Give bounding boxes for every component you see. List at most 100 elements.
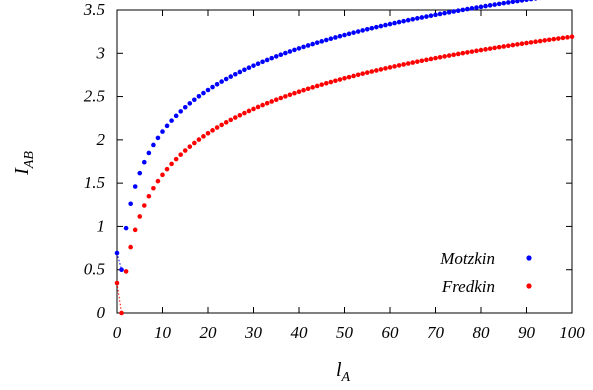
data-point xyxy=(233,115,238,120)
data-point xyxy=(210,128,215,133)
data-point xyxy=(301,87,306,93)
data-point xyxy=(214,81,220,87)
data-point xyxy=(187,101,193,106)
data-point xyxy=(119,267,124,273)
data-point xyxy=(237,69,243,75)
data-point xyxy=(460,7,466,13)
data-point xyxy=(364,26,370,32)
data-point xyxy=(419,15,425,20)
legend-label-motzkin: Motzkin xyxy=(439,249,495,268)
data-point xyxy=(478,47,484,53)
data-point xyxy=(264,100,270,106)
data-point xyxy=(301,44,306,50)
data-point xyxy=(355,29,361,34)
series-layer xyxy=(114,0,575,316)
data-point xyxy=(160,172,165,178)
data-point xyxy=(465,50,470,55)
data-point xyxy=(451,52,457,58)
data-point xyxy=(192,97,197,103)
data-point xyxy=(501,0,507,6)
data-point xyxy=(524,40,529,46)
data-point xyxy=(146,150,152,156)
data-point xyxy=(519,41,525,47)
data-point xyxy=(442,10,447,16)
data-point xyxy=(132,184,138,189)
data-point xyxy=(506,43,511,49)
data-point xyxy=(378,23,384,29)
data-point xyxy=(123,225,129,231)
legend-marker-motzkin xyxy=(526,255,532,261)
x-tick-label: 80 xyxy=(473,323,491,342)
data-point xyxy=(492,45,497,51)
data-point xyxy=(405,61,411,66)
data-point xyxy=(501,44,507,49)
data-point xyxy=(528,40,534,45)
y-tick-label: 0.5 xyxy=(84,260,105,279)
data-point xyxy=(401,62,406,67)
data-point xyxy=(223,76,229,82)
y-tick-label: 1 xyxy=(97,216,106,235)
data-point xyxy=(192,140,197,146)
data-point xyxy=(496,1,502,7)
data-point xyxy=(364,70,370,75)
data-point xyxy=(483,3,488,9)
data-point xyxy=(137,170,143,176)
data-point xyxy=(164,166,170,172)
data-point xyxy=(483,47,488,52)
data-point xyxy=(128,244,133,250)
data-point xyxy=(328,79,334,85)
x-tick-label: 60 xyxy=(382,323,400,342)
data-point xyxy=(205,130,211,136)
data-point xyxy=(219,79,224,84)
data-point xyxy=(519,0,525,3)
data-point xyxy=(528,0,534,2)
data-point xyxy=(287,49,293,54)
data-point xyxy=(146,193,152,199)
data-point xyxy=(219,122,224,128)
x-tick-label: 40 xyxy=(291,323,309,342)
data-point xyxy=(433,55,438,61)
data-point xyxy=(310,85,315,90)
data-point xyxy=(210,84,215,90)
data-point xyxy=(269,99,275,104)
data-point xyxy=(510,42,516,48)
data-point xyxy=(155,178,161,184)
data-point xyxy=(155,135,161,141)
data-point xyxy=(255,104,261,110)
data-point xyxy=(446,10,452,15)
y-tick-label: 2.5 xyxy=(84,87,105,106)
data-point xyxy=(424,14,429,19)
data-point xyxy=(164,123,170,129)
y-axis-label: IAB xyxy=(11,151,37,176)
data-point xyxy=(123,269,129,274)
legend: Motzkin Fredkin xyxy=(439,249,532,296)
series-motzkin xyxy=(114,0,541,273)
data-point xyxy=(515,0,520,4)
data-point xyxy=(524,0,529,3)
data-point xyxy=(333,78,338,84)
data-point xyxy=(410,60,416,65)
data-point xyxy=(287,92,293,98)
data-point xyxy=(201,134,206,139)
data-point xyxy=(310,41,315,47)
x-tick-label: 10 xyxy=(154,323,172,342)
data-point xyxy=(410,16,416,22)
data-point xyxy=(228,74,234,79)
data-point xyxy=(533,0,538,1)
data-point xyxy=(196,137,202,142)
data-point xyxy=(537,38,543,44)
data-point xyxy=(346,74,352,80)
data-point xyxy=(446,53,452,58)
data-point xyxy=(296,46,302,51)
data-point xyxy=(228,117,234,123)
data-point xyxy=(487,3,493,8)
data-point xyxy=(396,63,402,68)
data-point xyxy=(455,8,461,13)
data-point xyxy=(251,106,256,112)
data-point xyxy=(260,102,265,108)
data-point xyxy=(132,227,138,233)
data-point xyxy=(260,59,265,65)
data-point xyxy=(151,142,156,148)
data-point xyxy=(305,86,311,92)
